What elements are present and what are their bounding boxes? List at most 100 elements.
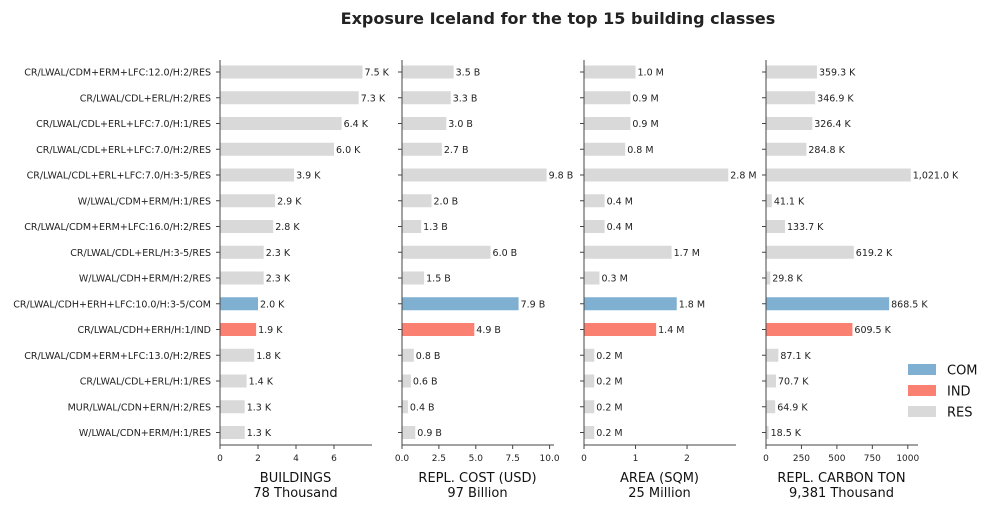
- data-label: 619.2 K: [856, 248, 893, 259]
- legend-swatch-res: [908, 406, 936, 417]
- x-axis-total: 97 Billion: [447, 486, 507, 501]
- data-label: 0.2 M: [596, 428, 622, 439]
- data-label: 7.3 K: [361, 93, 386, 104]
- category-label: CR/LWAL/CDM+ERM+LFC:16.0/H:2/RES: [24, 222, 211, 233]
- bar-res: [584, 374, 595, 388]
- data-label: 6.4 K: [344, 119, 369, 130]
- data-label: 3.9 K: [296, 171, 321, 182]
- bar-res: [584, 271, 600, 285]
- data-label: 6.0 B: [493, 248, 518, 259]
- data-label: 0.9 M: [632, 119, 658, 130]
- bar-res: [766, 117, 813, 130]
- x-tick-label: 500: [828, 454, 845, 464]
- x-axis-total: 9,381 Thousand: [789, 486, 894, 501]
- data-label: 0.4 M: [607, 196, 633, 207]
- data-label: 0.6 B: [413, 377, 438, 388]
- panel-2: 1.0 M 0.9 M 0.9 M 0.8 M 2.8 M 0.4 M 0.4 M 1.7 M…: [580, 60, 757, 501]
- bar-res: [220, 374, 247, 388]
- category-label: MUR/LWAL/CDN+ERN/H:2/RES: [68, 402, 211, 413]
- bar-res: [402, 245, 491, 259]
- bar-res: [220, 271, 264, 285]
- bar-res: [766, 91, 816, 105]
- legend: COM IND RES: [908, 364, 978, 421]
- x-tick-label: 2: [684, 454, 690, 464]
- data-label: 2.8 K: [275, 222, 300, 233]
- bar-res: [220, 117, 342, 130]
- bar-com: [220, 297, 258, 311]
- data-label: 359.3 K: [819, 68, 856, 79]
- data-label: 133.7 K: [787, 222, 824, 233]
- data-label: 41.1 K: [774, 196, 805, 207]
- legend-label-ind: IND: [947, 385, 971, 400]
- bar-res: [220, 168, 295, 182]
- data-label: 0.3 M: [601, 274, 627, 285]
- data-label: 87.1 K: [780, 351, 811, 362]
- bar-res: [766, 194, 772, 208]
- bar-res: [402, 142, 442, 156]
- data-label: 6.0 K: [336, 145, 361, 156]
- data-label: 7.9 B: [521, 299, 546, 310]
- bar-res: [220, 426, 245, 439]
- data-label: 1.3 K: [247, 428, 272, 439]
- data-label: 0.8 M: [627, 145, 653, 156]
- bar-res: [402, 91, 451, 105]
- data-label: 1.9 K: [258, 325, 283, 336]
- data-label: 1.8 K: [256, 351, 281, 362]
- data-label: 0.2 M: [596, 351, 622, 362]
- bar-res: [220, 245, 264, 259]
- bar-res: [766, 65, 817, 79]
- category-label: CR/LWAL/CDL+ERL+LFC:7.0/H:1/RES: [36, 119, 211, 130]
- bar-res: [402, 168, 547, 182]
- panel-3: 359.3 K 346.9 K 326.4 K 284.8 K 1,021.0 K 41.…: [762, 60, 959, 501]
- data-label: 7.5 K: [365, 68, 390, 79]
- bar-res: [220, 220, 274, 233]
- x-axis-label: BUILDINGS: [260, 471, 331, 486]
- data-label: 1.3 B: [423, 222, 448, 233]
- bar-res: [766, 426, 769, 439]
- x-axis-total: 78 Thousand: [253, 486, 337, 501]
- data-label: 1.4 M: [658, 325, 684, 336]
- bar-res: [402, 348, 414, 362]
- bar-res: [220, 194, 276, 208]
- category-label: CR/LWAL/CDM+ERM+LFC:12.0/H:2/RES: [24, 68, 211, 79]
- x-tick-label: 10.0: [540, 454, 560, 464]
- data-label: 29.8 K: [772, 274, 803, 285]
- x-axis-total: 25 Million: [628, 486, 691, 501]
- category-label: CR/LWAL/CDL+ERL+LFC:7.0/H:2/RES: [36, 145, 211, 156]
- x-tick-label: 7.5: [506, 454, 520, 464]
- bar-res: [766, 245, 854, 259]
- legend-swatch-com: [908, 364, 936, 375]
- data-label: 0.8 B: [416, 351, 441, 362]
- data-label: 1.3 K: [247, 402, 272, 413]
- x-tick-label: 5.0: [469, 454, 484, 464]
- data-label: 1.4 K: [249, 377, 274, 388]
- category-label: CR/LWAL/CDL+ERL/H:2/RES: [80, 93, 211, 104]
- bar-res: [766, 400, 776, 414]
- data-label: 2.9 K: [277, 196, 302, 207]
- x-tick-label: 0: [217, 454, 223, 464]
- data-label: 3.5 B: [456, 68, 481, 79]
- legend-label-res: RES: [947, 406, 973, 421]
- data-label: 1,021.0 K: [913, 171, 959, 182]
- x-tick-label: 750: [864, 454, 881, 464]
- category-label: W/LWAL/CDN+ERM/H:1/RES: [79, 428, 211, 439]
- bar-com: [766, 297, 890, 311]
- bar-res: [402, 400, 408, 414]
- legend-swatch-ind: [908, 385, 936, 396]
- category-label: CR/LWAL/CDH+ERH/H:1/IND: [77, 325, 211, 336]
- data-label: 1.8 M: [679, 299, 705, 310]
- bar-res: [584, 194, 605, 208]
- x-tick-label: 6: [331, 454, 337, 464]
- x-tick-label: 2: [255, 454, 261, 464]
- data-label: 1.7 M: [674, 248, 700, 259]
- bar-res: [584, 426, 595, 439]
- x-axis-label: AREA (SQM): [620, 471, 699, 486]
- data-label: 0.9 M: [632, 93, 658, 104]
- category-label: CR/LWAL/CDL+ERL/H:3-5/RES: [70, 248, 211, 259]
- data-label: 609.5 K: [854, 325, 891, 336]
- data-label: 3.3 B: [453, 93, 478, 104]
- bar-res: [402, 65, 454, 79]
- data-label: 2.3 K: [266, 248, 291, 259]
- category-label: CR/LWAL/CDH+ERH+LFC:10.0/H:3-5/COM: [13, 299, 211, 310]
